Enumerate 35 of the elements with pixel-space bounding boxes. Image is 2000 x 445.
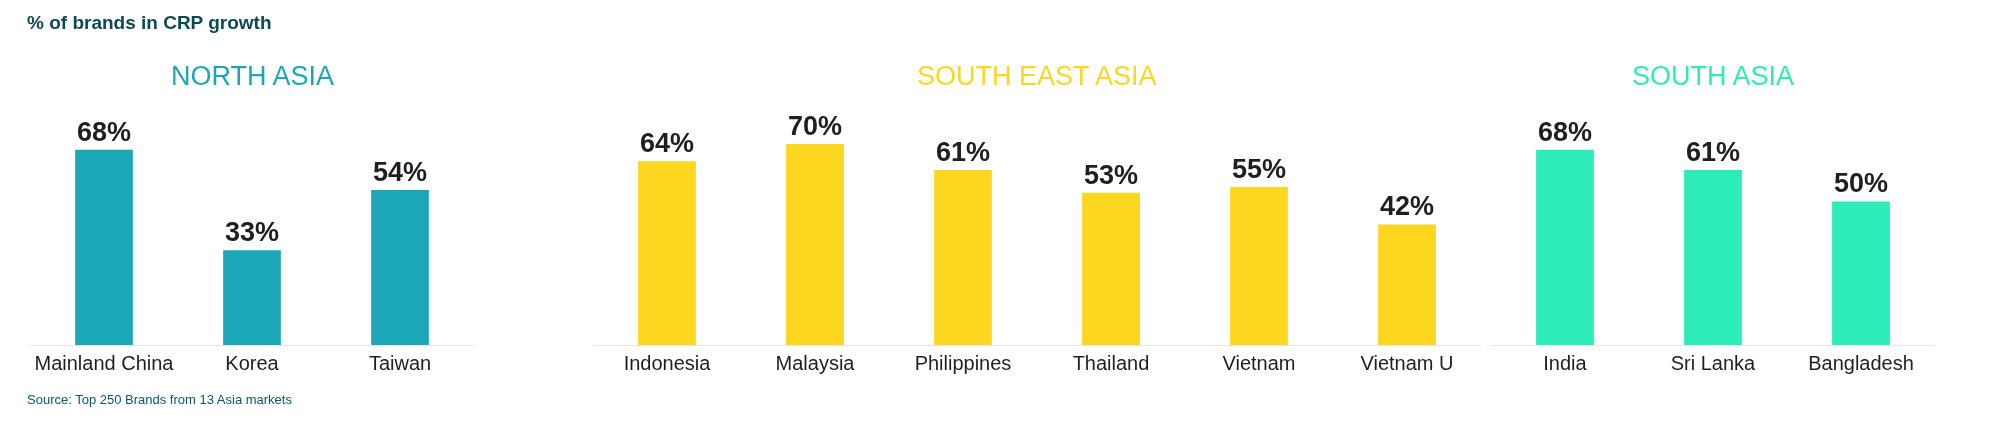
x-tick-label: Indonesia: [623, 352, 712, 374]
bar: [1082, 192, 1140, 345]
x-tick-label: Malaysia: [775, 352, 856, 374]
data-label: 54%: [372, 156, 428, 187]
x-tick-label: Korea: [225, 352, 280, 374]
bar: [786, 144, 844, 345]
x-tick-label: Philippines: [914, 352, 1012, 374]
x-tick-label: Mainland China: [34, 352, 175, 374]
x-tick-label: India: [1543, 352, 1588, 374]
chart-subtitle: SOUTH EAST ASIA: [917, 61, 1157, 91]
data-label: 61%: [935, 136, 991, 167]
bar: [1230, 187, 1288, 345]
chart-title: % of brands in CRP growth: [27, 12, 272, 33]
bar: [934, 169, 992, 345]
data-label: 53%: [1083, 159, 1139, 190]
data-label: 64%: [639, 128, 695, 159]
data-label: 55%: [1231, 154, 1287, 185]
x-tick-label: Vietnam: [1222, 352, 1296, 374]
x-tick-label: Vietnam U: [1360, 352, 1454, 374]
x-tick-label: Taiwan: [368, 352, 432, 374]
chart-subtitle: SOUTH ASIA: [1632, 61, 1795, 91]
data-label: 61%: [1685, 136, 1741, 167]
x-tick-label: Thailand: [1072, 352, 1150, 374]
data-label: 50%: [1833, 168, 1889, 199]
data-label: 68%: [76, 116, 132, 147]
bar: [1378, 224, 1436, 345]
data-label: 68%: [1537, 116, 1593, 147]
data-label: 42%: [1379, 191, 1435, 222]
x-tick-label: Sri Lanka: [1670, 352, 1757, 374]
source-note: Source: Top 250 Brands from 13 Asia markets: [27, 392, 293, 407]
data-label: 33%: [224, 217, 280, 248]
bar: [638, 161, 696, 345]
chart-subtitle: NORTH ASIA: [171, 61, 335, 91]
x-tick-label: Bangladesh: [1808, 352, 1914, 374]
data-label: 70%: [787, 111, 843, 142]
